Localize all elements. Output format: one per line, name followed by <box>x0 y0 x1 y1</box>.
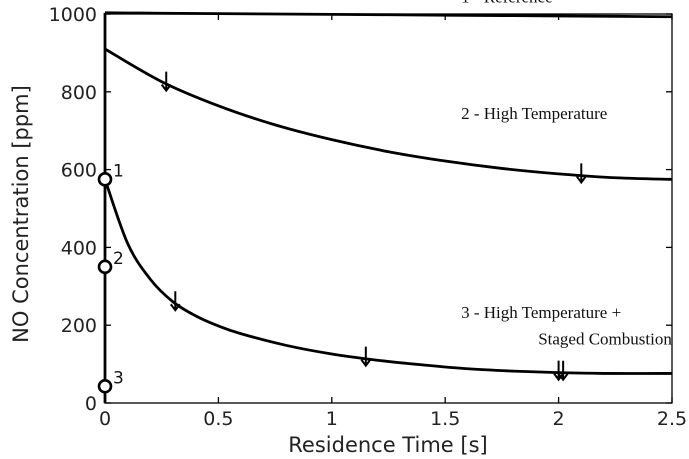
series-line-1 <box>104 11 673 19</box>
annotation-2: 2 - High Temperature <box>461 104 607 123</box>
initial-marker-label-2: 2 <box>113 249 124 269</box>
arrow-mark-3-4 <box>557 360 569 382</box>
arrow-mark-3-3 <box>553 360 564 382</box>
arrow-mark-2-1 <box>160 71 172 93</box>
y-tick-label-2: 400 <box>61 237 97 259</box>
arrow-marks <box>160 71 587 382</box>
y-tick-label-1: 200 <box>61 315 97 337</box>
y-tick-label-4: 800 <box>61 82 97 104</box>
initial-marker-label-3: 3 <box>113 368 124 388</box>
y-tick-labels: 0 200 400 600 800 1000 <box>49 4 97 415</box>
initial-marker-3 <box>97 378 113 394</box>
annotation-4: Staged Combustion <box>538 330 672 349</box>
initial-marker-1 <box>97 172 113 187</box>
arrow-mark-2-2 <box>575 163 587 185</box>
annotation-3: 3 - High Temperature + <box>461 303 621 322</box>
x-tick-label-5: 2.5 <box>657 408 687 430</box>
initial-markers: 1 2 3 <box>97 161 124 394</box>
series-line-3 <box>103 178 673 375</box>
series-lines <box>103 11 673 403</box>
initial-marker-label-1: 1 <box>113 161 124 181</box>
annotations: 1 - Reference 2 - High Temperature 3 - Hig… <box>461 0 672 349</box>
x-axis-title: Residence Time [s] <box>288 433 487 457</box>
x-tick-label-4: 2 <box>553 408 565 430</box>
arrow-mark-3-2 <box>360 346 372 368</box>
y-tick-label-0: 0 <box>85 393 97 415</box>
x-tick-label-3: 1.5 <box>430 408 460 430</box>
arrow-mark-3-1 <box>170 291 181 312</box>
y-tick-label-5: 1000 <box>49 4 97 26</box>
x-tick-labels: 0 0.5 1 1.5 2 2.5 <box>99 408 687 430</box>
x-tick-label-1: 0.5 <box>203 408 233 430</box>
x-tick-label-0: 0 <box>99 408 111 430</box>
y-tick-label-3: 600 <box>61 160 97 182</box>
series-line-2 <box>104 47 673 181</box>
x-tick-label-2: 1 <box>326 408 338 430</box>
initial-marker-2 <box>97 259 113 275</box>
annotation-1: 1 - Reference <box>461 0 553 6</box>
y-axis-title: NO Concentration [ppm] <box>9 85 33 343</box>
